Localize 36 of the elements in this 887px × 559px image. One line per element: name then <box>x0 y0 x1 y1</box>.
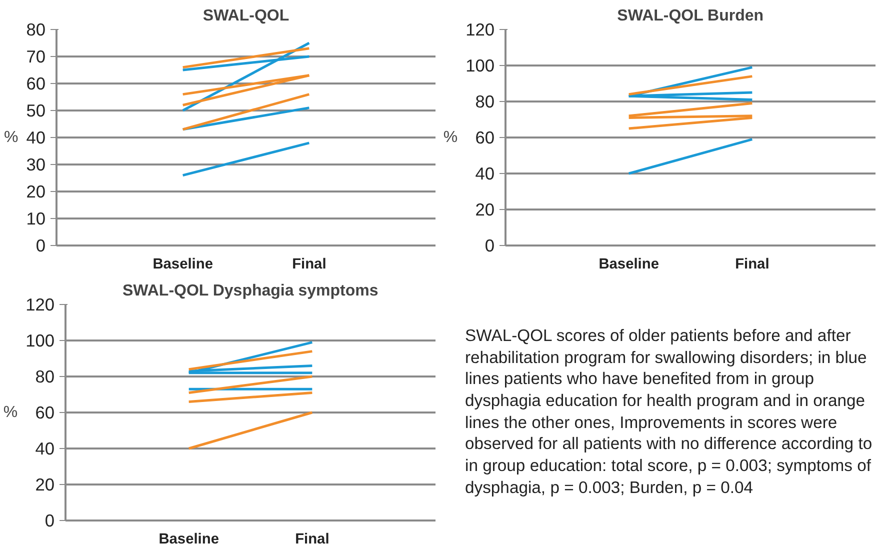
y-tick-label: 0 <box>484 236 495 256</box>
y-tick-label: 40 <box>475 164 495 184</box>
chart-title: SWAL-QOL <box>202 8 290 24</box>
y-tick-label: 0 <box>44 510 55 530</box>
y-tick-label: 50 <box>26 100 46 120</box>
y-tick-label: 80 <box>475 92 495 112</box>
y-tick-label: 30 <box>26 154 46 174</box>
chart-title: SWAL-QOL Burden <box>617 8 764 24</box>
y-tick-label: 40 <box>26 128 46 148</box>
y-tick-label: 60 <box>35 402 55 422</box>
x-tick-label: Final <box>292 256 326 272</box>
x-tick-label: Final <box>295 532 330 548</box>
y-tick-label: 100 <box>466 56 495 76</box>
y-tick-label: 80 <box>35 366 55 386</box>
x-tick-label: Baseline <box>598 256 659 272</box>
y-axis-title: % <box>4 129 18 146</box>
y-tick-label: 20 <box>26 182 46 202</box>
chart-title: SWAL-QOL Dysphagia symptoms <box>122 282 378 300</box>
y-tick-label: 60 <box>475 128 495 148</box>
y-tick-label: 20 <box>35 474 55 494</box>
y-axis-title: % <box>3 404 18 421</box>
y-axis-title: % <box>443 129 458 146</box>
y-tick-label: 0 <box>36 236 46 256</box>
y-tick-label: 120 <box>26 294 55 314</box>
y-tick-label: 20 <box>475 200 495 220</box>
y-tick-label: 40 <box>35 438 55 458</box>
y-tick-label: 100 <box>26 330 55 350</box>
text: SWAL-QOL scores of older patients before and after rehabilitation program for swallowing disorders; in blue lines patients who have benefited from in group dysphagia education for health program and in orange lines the other ones, Improvements in scores were observed for all patients with no difference according to in group education: total score, p = 0.003; symptoms of dysphagia, p = 0.003; Burden, p = 0.04 <box>465 325 874 498</box>
y-tick-label: 60 <box>26 74 46 94</box>
y-tick-label: 80 <box>26 20 46 40</box>
y-tick-label: 120 <box>466 20 495 40</box>
x-tick-label: Baseline <box>152 256 213 272</box>
y-tick-label: 70 <box>26 46 46 66</box>
x-tick-label: Baseline <box>158 532 219 548</box>
y-tick-label: 10 <box>26 208 46 228</box>
x-tick-label: Final <box>735 256 770 272</box>
